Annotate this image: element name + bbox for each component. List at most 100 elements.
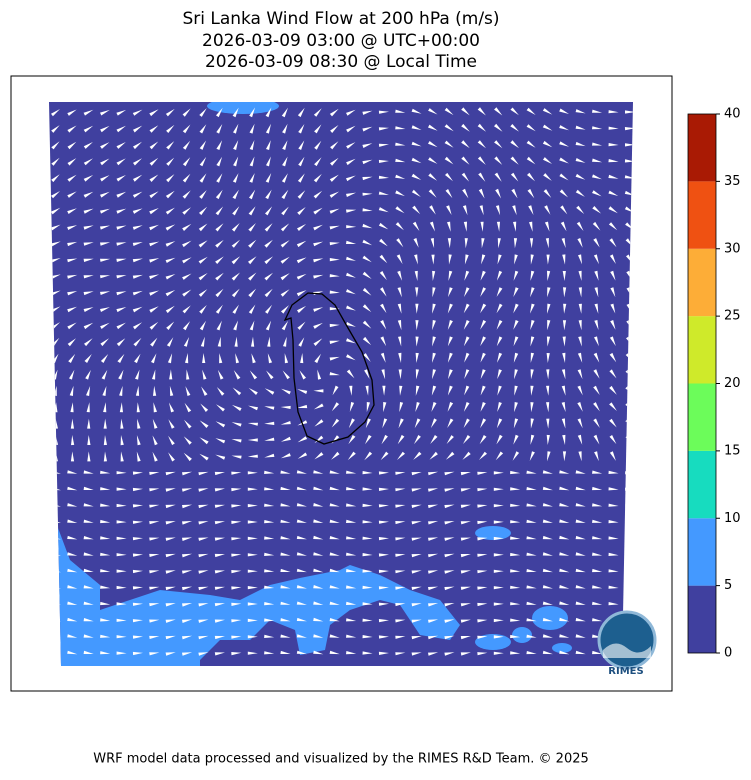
wind-arrow [100, 291, 111, 295]
wind-arrow [168, 419, 175, 429]
wind-arrow [362, 192, 373, 196]
wind-arrow [116, 618, 127, 622]
colorbar: 0 5 10 15 20 25 30 35 40 [688, 107, 741, 661]
wind-arrow [428, 124, 438, 131]
wind-arrow [362, 255, 372, 263]
wind-arrow [231, 239, 240, 248]
wind-arrow [248, 239, 257, 248]
wind-arrow [103, 435, 107, 446]
wind-arrow [414, 270, 418, 281]
wind-arrow [280, 634, 291, 638]
wind-arrow [542, 519, 553, 523]
wind-arrow [297, 223, 307, 231]
wind-arrow [149, 109, 159, 117]
wind-arrow [559, 189, 568, 198]
wind-arrow [411, 537, 422, 541]
wind-arrow [527, 172, 535, 182]
wind-arrow [297, 190, 306, 199]
wind-arrow [247, 602, 258, 606]
wind-arrow [152, 435, 158, 446]
wind-arrow [116, 142, 126, 149]
colorbar-tick-label: 5 [724, 578, 732, 593]
wind-arrow [395, 222, 404, 231]
wind-arrow [428, 652, 439, 656]
wind-arrow [313, 258, 324, 263]
wind-arrow [399, 402, 404, 413]
wind-arrow [100, 125, 110, 133]
wind-arrow [215, 421, 226, 428]
wind-arrow [460, 488, 471, 492]
wind-arrow [313, 585, 324, 589]
wind-arrow [251, 353, 256, 364]
wind-arrow [396, 238, 404, 248]
wind-arrow [395, 619, 406, 623]
wind-arrow [461, 172, 470, 182]
wind-arrow [477, 504, 488, 508]
wind-arrow [446, 435, 454, 444]
wind-arrow [428, 635, 439, 640]
wind-arrow [496, 434, 503, 445]
wind-arrow [561, 418, 566, 429]
wind-arrow [411, 488, 422, 492]
wind-arrow [448, 254, 452, 265]
wind-arrow [67, 225, 78, 230]
wind-arrow [493, 536, 504, 541]
wind-arrow [346, 272, 356, 278]
wind-arrow [513, 303, 519, 314]
wind-arrow [231, 471, 242, 475]
wind-arrow [300, 353, 304, 364]
wind-arrow [313, 617, 324, 622]
wind-arrow [431, 402, 437, 412]
wind-arrow [67, 241, 78, 247]
wind-arrow [214, 521, 225, 525]
wind-arrow [317, 369, 322, 380]
wind-arrow [428, 108, 438, 115]
wind-arrow [103, 451, 107, 462]
wind-arrow [183, 436, 192, 445]
wind-arrow [83, 258, 94, 262]
wind-arrow [378, 520, 389, 524]
colorbar-frame [687, 113, 717, 654]
wind-arrow [198, 488, 209, 492]
wind-arrow [346, 503, 357, 507]
wind-arrow [480, 402, 486, 412]
wind-arrow [280, 552, 291, 556]
wind-arrow [362, 471, 373, 475]
wind-arrow [282, 123, 288, 134]
wind-arrow [592, 470, 603, 474]
wind-arrow [526, 519, 537, 523]
wind-arrow [399, 385, 403, 396]
wind-arrow [132, 619, 143, 623]
wind-arrow [447, 336, 453, 347]
wind-arrow [280, 585, 291, 589]
wind-arrow [329, 650, 340, 655]
wind-arrow [562, 271, 566, 281]
wind-arrow [411, 619, 422, 623]
wind-arrow [608, 174, 619, 179]
wind-arrow [67, 634, 78, 638]
wind-arrow [362, 126, 373, 132]
wind-arrow [415, 385, 420, 396]
wind-arrow [398, 369, 402, 380]
wind-arrow [463, 320, 470, 330]
wind-arrow [530, 385, 534, 396]
wind-arrow [608, 552, 619, 556]
wind-arrow [83, 650, 94, 654]
wind-arrow [562, 451, 567, 462]
wind-arrow [362, 271, 372, 279]
wind-arrow [444, 471, 455, 476]
wind-arrow [198, 553, 209, 558]
wind-arrow [216, 173, 223, 183]
wind-arrow [609, 254, 616, 264]
wind-arrow [625, 487, 633, 491]
wind-arrow [234, 336, 238, 347]
wind-arrow [513, 221, 517, 232]
wind-arrow [247, 471, 258, 475]
wind-arrow [313, 274, 324, 279]
wind-arrow [182, 504, 193, 509]
wind-arrow [67, 519, 78, 523]
wind-arrow [313, 568, 324, 573]
wind-arrow [542, 585, 553, 589]
wind-arrow [214, 603, 225, 607]
wind-arrow [67, 258, 78, 263]
